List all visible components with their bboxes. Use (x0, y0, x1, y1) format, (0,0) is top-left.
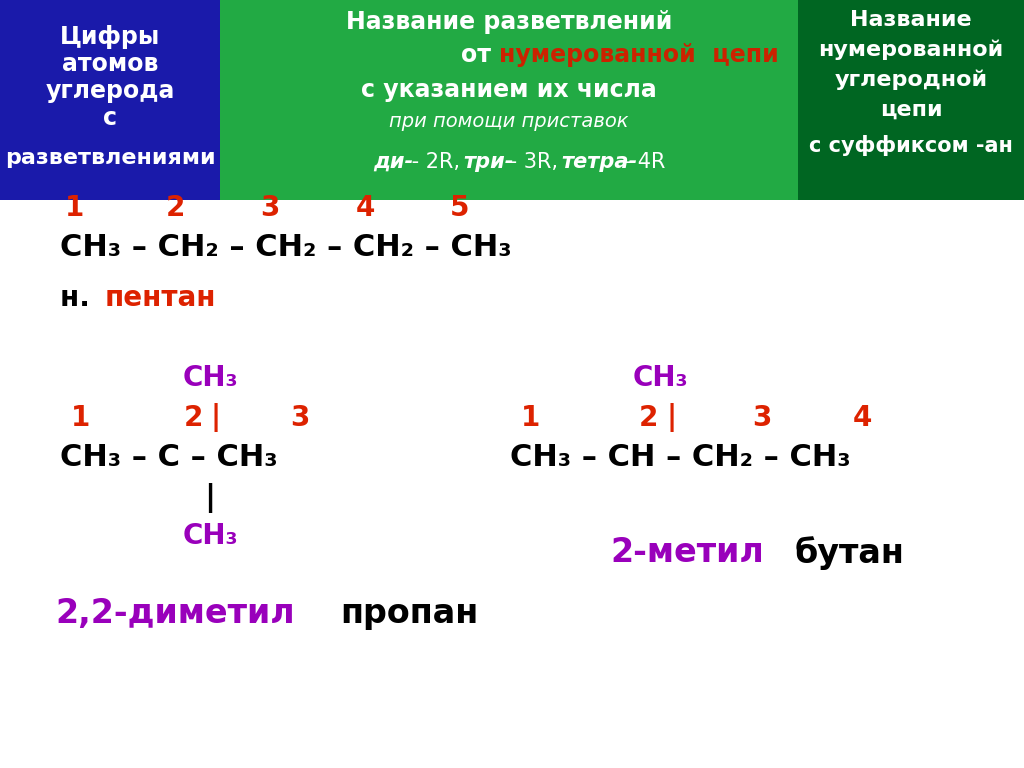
Text: 2,2-диметил: 2,2-диметил (55, 597, 295, 630)
Text: с суффиксом -ан: с суффиксом -ан (809, 135, 1013, 156)
Text: CH₃: CH₃ (182, 364, 238, 392)
Text: CH₃: CH₃ (632, 364, 688, 392)
Text: атомов: атомов (61, 52, 158, 76)
Text: CH₃ – CH₂ – CH₂ – CH₂ – CH₃: CH₃ – CH₂ – CH₂ – CH₂ – CH₃ (60, 233, 512, 263)
Bar (798, 0, 1024, 200)
Text: разветвлениями: разветвлениями (5, 148, 215, 168)
Text: ди-: ди- (373, 152, 413, 172)
Text: 3: 3 (291, 404, 309, 432)
Text: 2-метил: 2-метил (610, 537, 764, 570)
Text: три-: три- (463, 152, 513, 172)
Text: пентан: пентан (105, 284, 216, 312)
Text: н.: н. (60, 284, 99, 312)
Text: 3: 3 (753, 404, 772, 432)
Text: 5: 5 (451, 194, 470, 222)
Text: пропан: пропан (340, 597, 478, 630)
Text: - 2R,: - 2R, (406, 152, 467, 172)
Text: нумерованной  цепи: нумерованной цепи (499, 43, 778, 67)
Text: Цифры: Цифры (59, 25, 160, 49)
Text: 1: 1 (520, 404, 540, 432)
Text: 4: 4 (355, 194, 375, 222)
Bar (220, 0, 798, 200)
Text: 4: 4 (852, 404, 871, 432)
Text: |: | (667, 403, 677, 432)
Text: от: от (461, 43, 499, 67)
Text: с указанием их числа: с указанием их числа (361, 78, 656, 102)
Text: 2: 2 (638, 404, 657, 432)
Text: с: с (103, 106, 117, 130)
Text: 2: 2 (183, 404, 203, 432)
Text: CH₃: CH₃ (182, 522, 238, 550)
Text: |: | (210, 403, 220, 432)
Text: при помощи приставок: при помощи приставок (389, 112, 629, 131)
Text: CH₃ – C – CH₃: CH₃ – C – CH₃ (60, 443, 278, 472)
Bar (0, 0, 220, 200)
Text: Название: Название (850, 10, 972, 30)
Text: - 4R: - 4R (617, 152, 666, 172)
Text: Название разветвлений: Название разветвлений (346, 10, 672, 34)
Text: 3: 3 (260, 194, 280, 222)
Text: углеродной: углеродной (835, 70, 987, 91)
Text: - 3R,: - 3R, (503, 152, 564, 172)
Text: |: | (205, 483, 216, 513)
Text: 1: 1 (71, 404, 90, 432)
Text: 1: 1 (66, 194, 85, 222)
Text: бутан: бутан (795, 536, 905, 570)
Text: углерода: углерода (45, 79, 175, 103)
Text: 2: 2 (165, 194, 184, 222)
Text: нумерованной: нумерованной (818, 40, 1004, 61)
Text: цепи: цепи (880, 100, 942, 120)
Text: тетра-: тетра- (561, 152, 637, 172)
Text: CH₃ – CH – CH₂ – CH₃: CH₃ – CH – CH₂ – CH₃ (510, 443, 851, 472)
